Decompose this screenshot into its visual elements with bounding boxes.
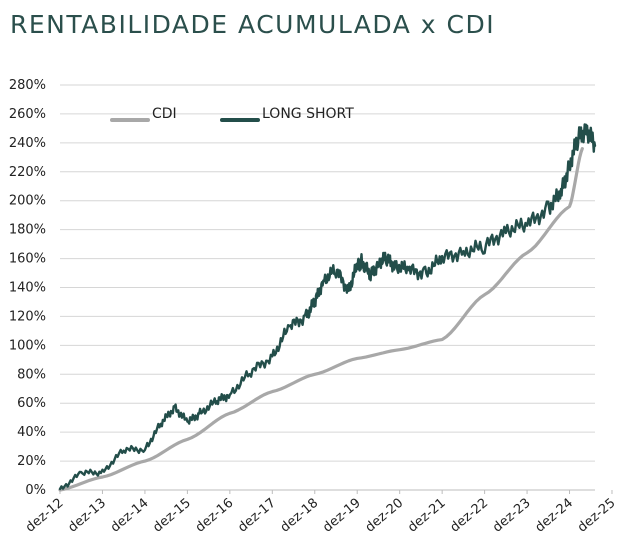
y-tick-label: 100% <box>9 338 46 353</box>
x-tick-label: dez-24 <box>533 496 577 536</box>
y-tick-label: 120% <box>9 309 46 324</box>
legend: CDI LONG SHORT <box>110 106 354 122</box>
y-tick-label: 60% <box>17 396 46 411</box>
y-tick-label: 200% <box>9 194 46 209</box>
x-tick-label: dez-25 <box>575 496 617 536</box>
y-tick-label: 280% <box>9 78 46 93</box>
x-axis: dez-12dez-13dez-14dez-15dez-16dez-17dez-… <box>23 490 617 536</box>
y-tick-label: 240% <box>9 136 46 151</box>
x-tick-label: dez-16 <box>193 496 237 536</box>
legend-label: CDI <box>152 106 177 122</box>
x-tick-label: dez-15 <box>150 496 194 536</box>
series-line-cdi <box>58 147 584 492</box>
y-tick-label: 20% <box>17 454 46 469</box>
series-line-long-short <box>58 123 597 491</box>
x-tick-label: dez-17 <box>235 496 279 536</box>
y-tick-label: 160% <box>9 252 46 267</box>
x-tick-label: dez-22 <box>448 496 492 536</box>
x-tick-label: dez-14 <box>108 496 152 536</box>
x-tick-label: dez-18 <box>278 496 322 536</box>
y-tick-label: 140% <box>9 281 46 296</box>
y-tick-label: 80% <box>17 367 46 382</box>
series-group <box>58 123 597 492</box>
y-tick-label: 40% <box>17 425 46 440</box>
gridlines <box>60 84 595 491</box>
x-tick-label: dez-13 <box>65 496 109 536</box>
x-tick-label: dez-21 <box>405 496 449 536</box>
x-tick-label: dez-19 <box>320 496 364 536</box>
x-tick-label: dez-12 <box>23 496 67 536</box>
y-axis: 0% 20% 40% 60% 80% 100% 120% 140% 160% 180% 200% 22… <box>9 78 46 498</box>
y-tick-label: 260% <box>9 107 46 122</box>
legend-label: LONG SHORT <box>262 106 354 122</box>
y-tick-label: 220% <box>9 165 46 180</box>
x-tick-label: dez-23 <box>490 496 534 536</box>
y-tick-label: 0% <box>25 483 46 498</box>
chart-title: RENTABILIDADE ACUMULADA x CDI <box>10 10 496 39</box>
y-tick-label: 180% <box>9 223 46 238</box>
x-tick-label: dez-20 <box>363 496 407 536</box>
